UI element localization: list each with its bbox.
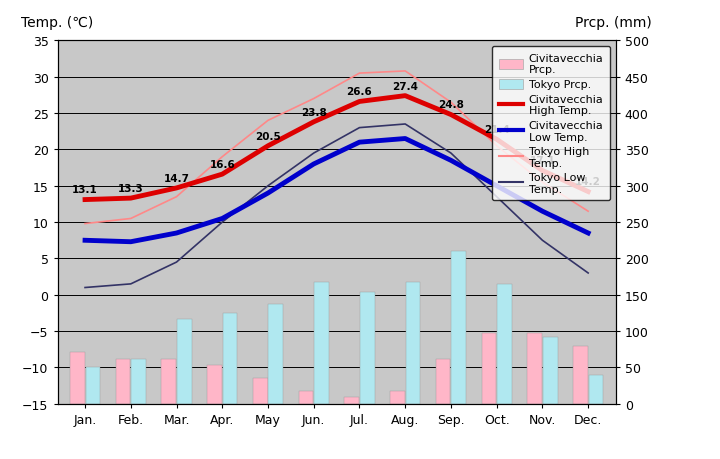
Bar xyxy=(269,305,283,404)
Bar xyxy=(177,319,192,404)
Bar xyxy=(70,353,84,404)
Bar xyxy=(131,359,146,404)
Bar xyxy=(573,346,588,404)
Bar xyxy=(589,375,603,404)
Text: 24.8: 24.8 xyxy=(438,100,464,110)
Text: 13.1: 13.1 xyxy=(72,185,98,195)
Bar xyxy=(253,378,268,404)
Bar xyxy=(299,391,313,404)
Bar xyxy=(161,359,176,404)
Bar xyxy=(222,313,238,404)
Bar xyxy=(116,359,130,404)
Text: Temp. (℃): Temp. (℃) xyxy=(22,17,94,30)
Bar xyxy=(390,391,405,404)
Bar xyxy=(436,359,451,404)
Bar xyxy=(451,252,466,404)
Bar xyxy=(344,397,359,404)
Text: 21.4: 21.4 xyxy=(484,125,510,135)
Bar xyxy=(497,284,512,404)
Bar xyxy=(527,333,542,404)
Bar xyxy=(543,337,557,404)
Text: 13.3: 13.3 xyxy=(118,184,144,194)
Text: 16.6: 16.6 xyxy=(210,160,235,170)
Text: Prcp. (mm): Prcp. (mm) xyxy=(575,17,652,30)
Text: 20.5: 20.5 xyxy=(255,131,281,141)
Text: 17.1: 17.1 xyxy=(529,156,555,166)
Bar xyxy=(86,368,100,404)
Bar xyxy=(207,365,222,404)
Bar xyxy=(360,292,374,404)
Legend: Civitavecchia
Prcp., Tokyo Prcp., Civitavecchia
High Temp., Civitavecchia
Low Te: Civitavecchia Prcp., Tokyo Prcp., Civita… xyxy=(492,47,610,201)
Bar xyxy=(482,333,496,404)
Bar xyxy=(405,282,420,404)
Bar xyxy=(314,282,329,404)
Text: 27.4: 27.4 xyxy=(392,81,418,91)
Text: 26.6: 26.6 xyxy=(346,87,372,97)
Text: 23.8: 23.8 xyxy=(301,107,327,118)
Text: 14.7: 14.7 xyxy=(163,174,189,184)
Text: 14.2: 14.2 xyxy=(575,177,601,187)
